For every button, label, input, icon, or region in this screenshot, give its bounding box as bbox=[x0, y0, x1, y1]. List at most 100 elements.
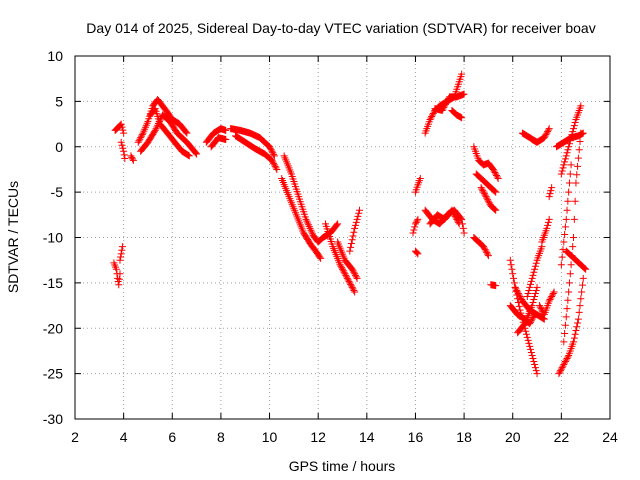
data-point bbox=[532, 286, 540, 294]
data-point bbox=[455, 220, 463, 228]
data-point bbox=[129, 156, 137, 164]
data-point bbox=[355, 209, 363, 217]
data-point bbox=[193, 150, 201, 158]
data-point bbox=[347, 282, 355, 290]
data-point bbox=[566, 170, 574, 178]
data-point bbox=[351, 288, 359, 296]
data-point bbox=[120, 129, 128, 137]
data-point bbox=[566, 270, 574, 278]
data-point bbox=[342, 271, 350, 279]
data-point bbox=[270, 159, 278, 167]
data-point bbox=[564, 197, 572, 205]
data-point bbox=[339, 265, 346, 273]
data-point bbox=[527, 345, 535, 353]
data-point bbox=[533, 370, 541, 378]
data-point bbox=[561, 321, 569, 329]
data-point bbox=[523, 292, 531, 300]
data-point bbox=[480, 190, 488, 198]
data-point bbox=[273, 165, 281, 173]
data-point bbox=[120, 147, 128, 155]
data-point bbox=[557, 261, 565, 269]
data-point bbox=[548, 184, 556, 192]
data-point bbox=[561, 223, 569, 231]
data-point bbox=[115, 281, 123, 289]
data-point bbox=[493, 173, 501, 181]
data-point bbox=[343, 274, 351, 282]
data-point bbox=[459, 224, 467, 232]
data-point bbox=[570, 122, 578, 130]
data-point bbox=[356, 206, 364, 214]
data-point bbox=[412, 218, 420, 226]
data-point bbox=[510, 279, 518, 287]
data-point bbox=[348, 236, 356, 244]
data-point bbox=[333, 221, 341, 229]
data-point bbox=[577, 102, 585, 110]
data-point bbox=[429, 109, 437, 117]
data-point bbox=[522, 327, 530, 335]
data-point bbox=[413, 249, 421, 257]
data-point bbox=[347, 280, 355, 288]
data-point bbox=[562, 152, 570, 160]
data-point bbox=[520, 321, 528, 329]
data-point bbox=[222, 135, 230, 143]
data-point bbox=[185, 152, 193, 160]
data-point bbox=[494, 175, 502, 183]
data-point bbox=[532, 367, 540, 375]
data-point bbox=[570, 334, 578, 342]
data-point bbox=[481, 246, 489, 254]
data-point bbox=[414, 215, 422, 223]
data-point bbox=[561, 330, 569, 338]
data-point bbox=[271, 162, 279, 170]
data-point bbox=[304, 221, 312, 229]
data-point bbox=[526, 283, 534, 291]
data-point bbox=[570, 125, 578, 133]
data-point bbox=[544, 126, 552, 134]
x-tick-label: 20 bbox=[505, 429, 521, 445]
data-point bbox=[492, 206, 500, 214]
data-point bbox=[546, 190, 554, 198]
data-point bbox=[490, 205, 498, 213]
data-point bbox=[266, 144, 274, 152]
data-point bbox=[484, 196, 492, 204]
data-point bbox=[346, 279, 354, 287]
data-point bbox=[537, 305, 545, 313]
data-point bbox=[545, 193, 553, 201]
data-point bbox=[482, 193, 490, 201]
data-point bbox=[558, 167, 566, 175]
data-point bbox=[547, 187, 555, 195]
data-point bbox=[454, 218, 462, 226]
data-point bbox=[544, 221, 552, 229]
data-point bbox=[337, 262, 345, 270]
data-point bbox=[574, 315, 582, 323]
data-point bbox=[529, 271, 537, 279]
data-point bbox=[440, 103, 448, 111]
data-point bbox=[438, 106, 446, 114]
data-point bbox=[117, 120, 125, 128]
data-point bbox=[574, 162, 582, 170]
data-point bbox=[547, 294, 555, 302]
data-point bbox=[514, 299, 522, 307]
data-point bbox=[334, 220, 342, 228]
data-point bbox=[352, 218, 360, 226]
data-point bbox=[559, 246, 567, 254]
data-point bbox=[460, 90, 468, 98]
data-point bbox=[305, 223, 313, 231]
data-point bbox=[439, 105, 447, 113]
x-tick-label: 8 bbox=[217, 429, 225, 445]
data-point bbox=[526, 342, 534, 350]
data-point bbox=[115, 275, 123, 283]
data-point bbox=[492, 170, 500, 178]
data-point bbox=[545, 125, 553, 133]
data-point bbox=[485, 199, 493, 207]
data-point bbox=[117, 253, 125, 261]
data-point bbox=[524, 336, 532, 344]
data-point bbox=[183, 129, 191, 137]
data-point bbox=[268, 156, 276, 164]
chart-title: Day 014 of 2025, Sidereal Day-to-day VTE… bbox=[86, 20, 595, 36]
data-point bbox=[184, 151, 192, 159]
data-point bbox=[545, 297, 553, 305]
data-point bbox=[561, 358, 569, 366]
data-point bbox=[563, 149, 571, 157]
data-point bbox=[348, 265, 356, 273]
data-point bbox=[582, 265, 590, 273]
